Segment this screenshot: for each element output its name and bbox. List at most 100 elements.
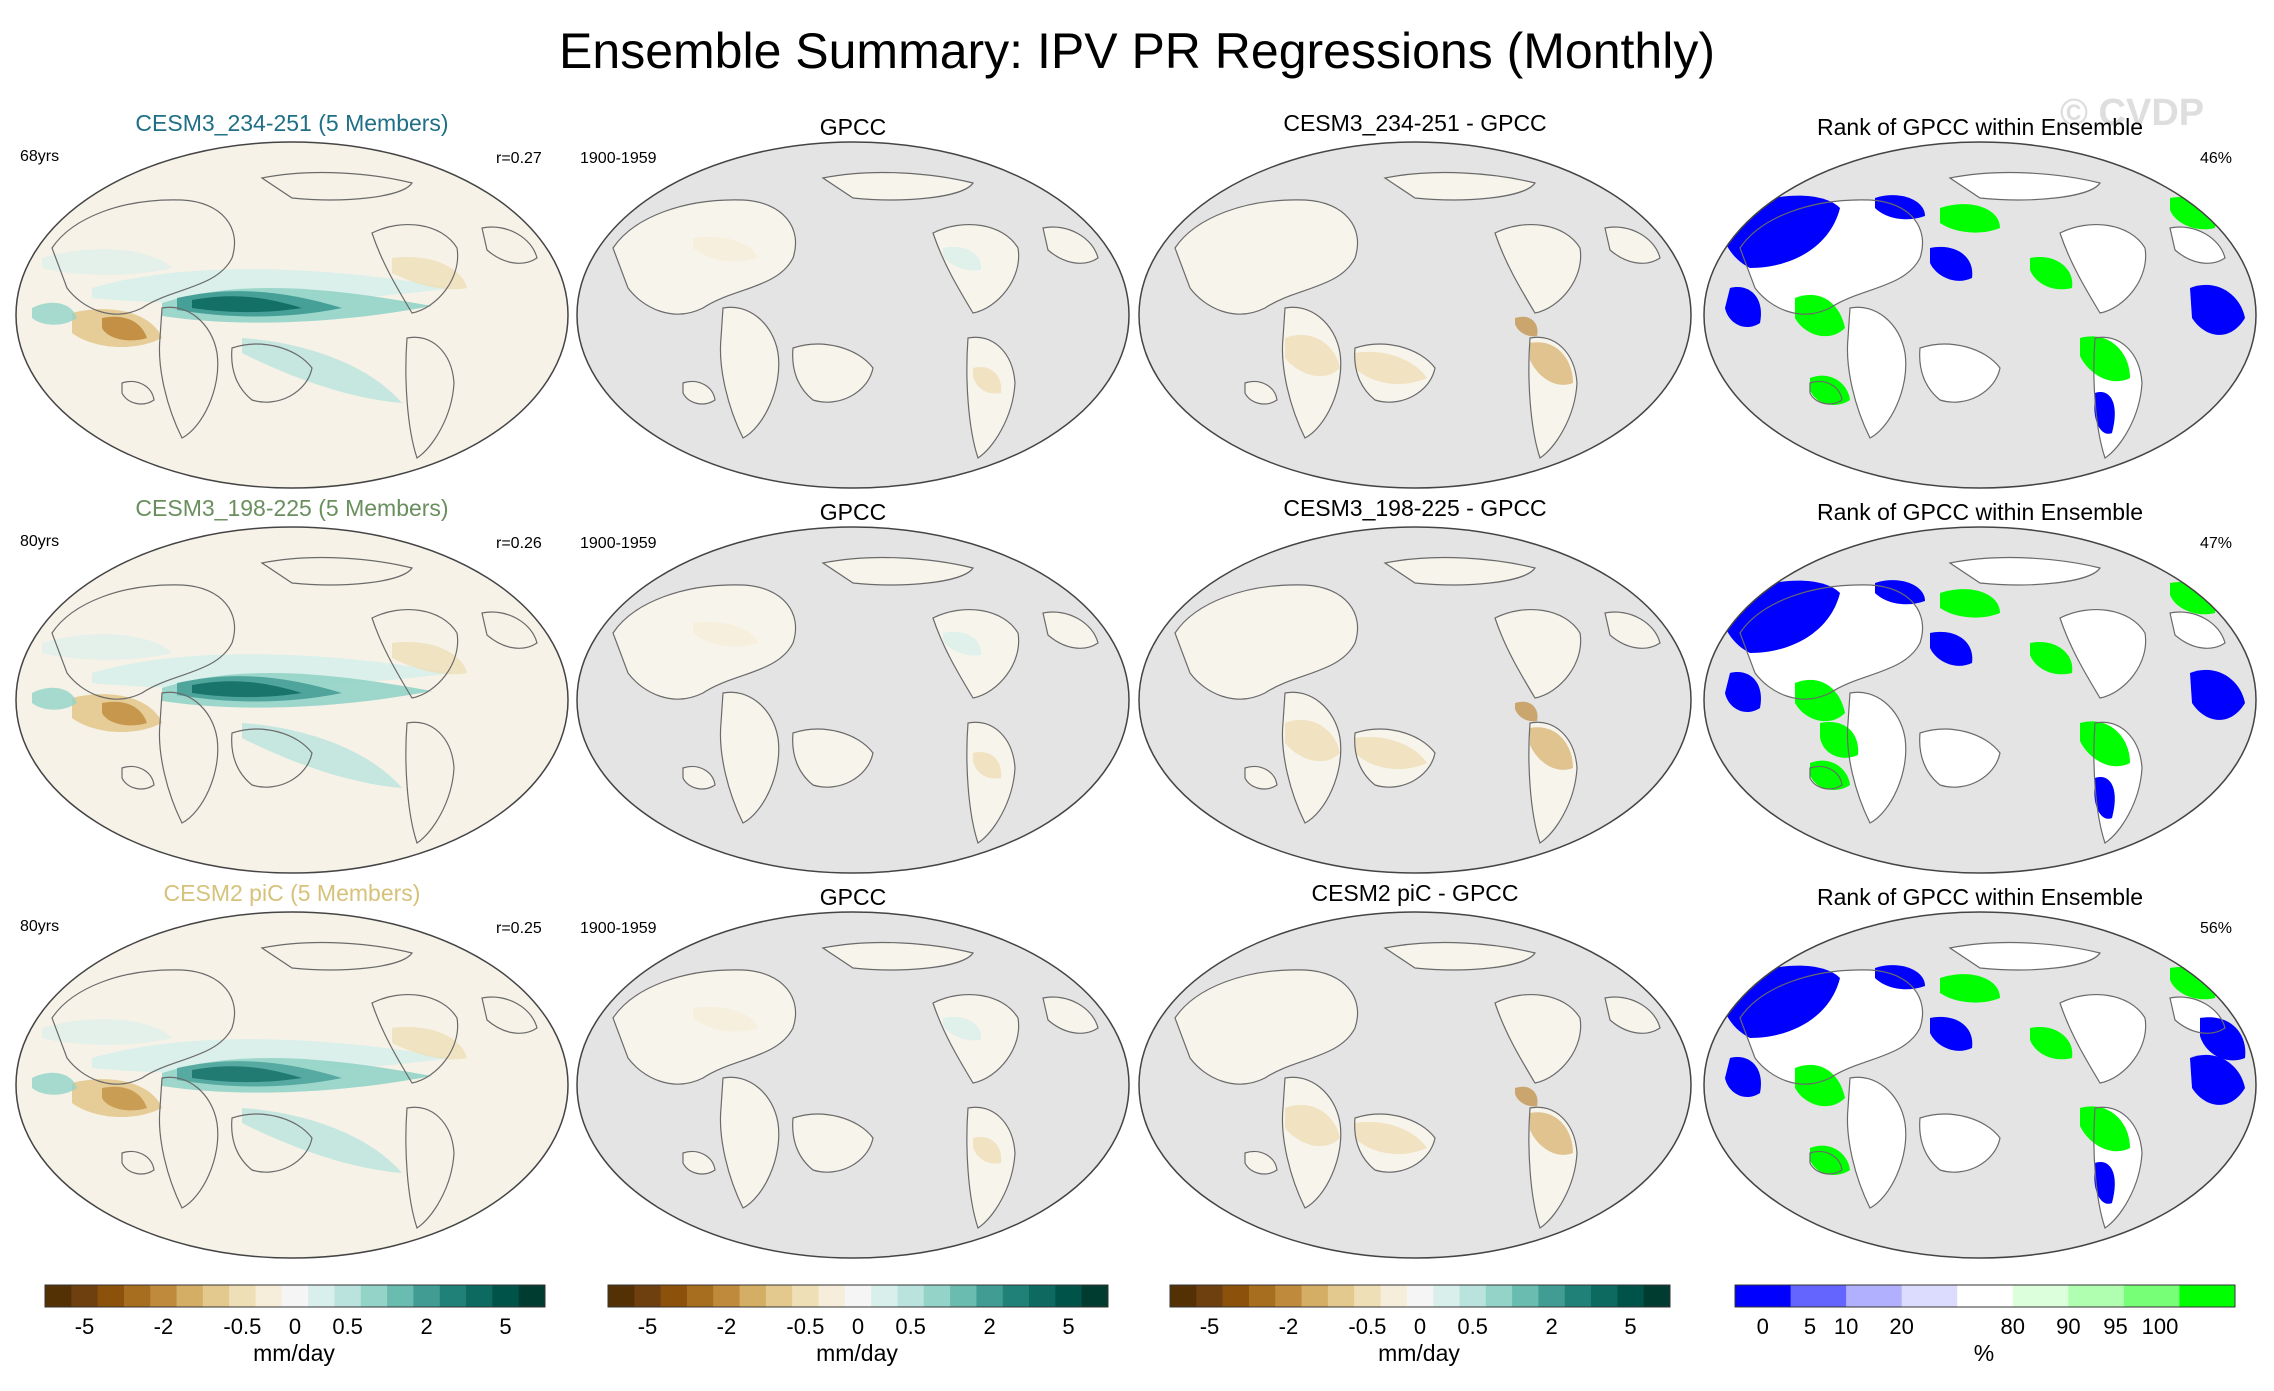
coastline xyxy=(1948,941,2101,971)
colorbar-swatch xyxy=(1170,1285,1197,1307)
colorbar-outline xyxy=(1734,1284,2236,1308)
land-area xyxy=(1950,172,2100,200)
coastline xyxy=(1948,171,2101,201)
colorbar-rank xyxy=(1734,1284,2236,1308)
rank-region xyxy=(2080,721,2130,767)
colorbar-swatch xyxy=(1406,1285,1434,1307)
precip-anomaly xyxy=(92,1039,452,1074)
obs-panel-title: GPCC xyxy=(819,884,887,910)
precip-anomaly xyxy=(693,236,758,262)
precip-anomaly xyxy=(693,1006,758,1032)
map-rank-row3 xyxy=(1703,911,2257,1259)
precip-anomaly xyxy=(973,752,1002,779)
colorbar-swatch xyxy=(466,1285,493,1307)
colorbar-swatch xyxy=(1643,1285,1671,1307)
coastline xyxy=(1383,941,1536,971)
colorbar-outline xyxy=(44,1284,546,1308)
land-area xyxy=(792,1114,873,1173)
coastline xyxy=(821,556,974,586)
coastline xyxy=(1739,584,1924,700)
colorbar-swatch xyxy=(202,1285,230,1307)
colorbar-swatch xyxy=(518,1285,546,1307)
coastline xyxy=(932,223,1020,314)
coastline xyxy=(231,1113,313,1173)
coastline xyxy=(2169,611,2226,649)
colorbar-swatch xyxy=(2179,1285,2236,1307)
coastline xyxy=(51,199,236,315)
rank-percent-label: 47% xyxy=(2200,535,2233,552)
map-border xyxy=(576,911,1130,1259)
colorbar-swatch xyxy=(1591,1285,1618,1307)
precip-anomaly xyxy=(42,1019,172,1045)
land-area xyxy=(613,584,796,700)
land-area xyxy=(1043,227,1098,264)
ocean-background xyxy=(1139,142,1691,488)
colorbar-swatch xyxy=(71,1285,99,1307)
land-area xyxy=(683,1151,715,1174)
coastline xyxy=(682,380,716,405)
colorbar-swatch xyxy=(871,1285,898,1307)
ocean-background xyxy=(1139,527,1691,873)
rank-region xyxy=(1940,204,2000,233)
map-border xyxy=(1138,526,1692,874)
coastline xyxy=(1354,728,1436,788)
coastline xyxy=(2093,721,2143,844)
rank-region xyxy=(1795,1064,1845,1107)
precip-anomaly xyxy=(1355,736,1427,770)
rank-region xyxy=(1930,631,1973,666)
precip-anomaly xyxy=(242,723,402,788)
precip-anomaly xyxy=(973,1137,1002,1164)
precip-anomaly xyxy=(392,642,467,675)
coastline xyxy=(1846,691,1907,824)
land-area xyxy=(1175,969,1358,1085)
rank-region xyxy=(2080,336,2130,382)
precip-anomaly xyxy=(943,246,982,271)
land-area xyxy=(823,942,973,970)
colorbar-swatch xyxy=(818,1285,846,1307)
rank-panel-title: Rank of GPCC within Ensemble xyxy=(1817,499,2143,525)
colorbar-tick-label: 0.5 xyxy=(895,1314,926,1339)
coastline xyxy=(1042,611,1099,649)
precip-anomaly xyxy=(32,1072,77,1095)
precip-anomaly xyxy=(1355,1121,1427,1155)
colorbar-swatch xyxy=(1222,1285,1250,1307)
map-diff-row2 xyxy=(1138,526,1692,874)
colorbar-tick-label: 0 xyxy=(1756,1314,1769,1339)
coastline xyxy=(1281,306,1342,439)
colorbar-tick-label: 2 xyxy=(420,1314,433,1339)
land-area xyxy=(1847,1077,1906,1208)
colorbar-precip xyxy=(607,1284,1109,1308)
colorbar-swatch xyxy=(923,1285,951,1307)
obs-period-label: 1900-1959 xyxy=(580,920,657,937)
land-area xyxy=(1950,557,2100,585)
colorbar-tick-label: 100 xyxy=(2141,1314,2179,1339)
colorbar-swatch xyxy=(439,1285,467,1307)
map-border xyxy=(1703,911,2257,1259)
colorbar-swatch xyxy=(897,1285,925,1307)
land-area xyxy=(823,557,973,585)
colorbar-tick-label: 5 xyxy=(1062,1314,1075,1339)
coastline xyxy=(51,969,236,1085)
rank-region xyxy=(2030,642,2073,675)
colorbar-swatch xyxy=(1790,1285,1847,1307)
colorbar-swatch xyxy=(1957,1285,2014,1307)
coastline xyxy=(1809,1150,1843,1175)
coastline xyxy=(612,969,797,1085)
precip-anomaly xyxy=(943,631,982,656)
rank-panel-title: Rank of GPCC within Ensemble xyxy=(1817,114,2143,140)
colorbar-tick-label: 90 xyxy=(2056,1314,2081,1339)
precip-anomaly xyxy=(1355,351,1427,385)
years-label: 80yrs xyxy=(20,533,60,550)
coastline xyxy=(2059,608,2147,699)
colorbar-tick-label: 0.5 xyxy=(332,1314,363,1339)
colorbar-swatch xyxy=(281,1285,309,1307)
precip-anomaly xyxy=(102,316,147,341)
map-rank-row1 xyxy=(1703,141,2257,489)
colorbar-swatch xyxy=(1354,1285,1382,1307)
colorbar-swatch xyxy=(308,1285,335,1307)
map-obs-row3 xyxy=(576,911,1130,1259)
map-rank-row2 xyxy=(1703,526,2257,874)
colorbar-units: % xyxy=(1973,1340,1995,1366)
precip-anomaly xyxy=(1285,1104,1340,1147)
colorbar-swatch xyxy=(713,1285,741,1307)
